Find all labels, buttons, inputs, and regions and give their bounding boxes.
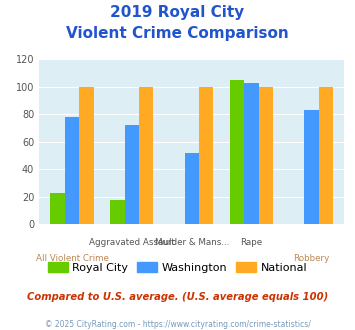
Bar [244,83,259,224]
Bar [304,110,318,224]
Bar [79,87,93,224]
Bar [185,153,199,224]
Text: Robbery: Robbery [293,254,329,263]
Text: Compared to U.S. average. (U.S. average equals 100): Compared to U.S. average. (U.S. average … [27,292,328,302]
Text: © 2025 CityRating.com - https://www.cityrating.com/crime-statistics/: © 2025 CityRating.com - https://www.city… [45,320,310,329]
Bar [259,87,273,224]
Bar [139,87,153,224]
Bar [65,117,79,224]
Bar [125,125,139,224]
Bar [318,87,333,224]
Text: All Violent Crime: All Violent Crime [36,254,108,263]
Bar [110,200,125,224]
Text: 2019 Royal City: 2019 Royal City [110,5,245,20]
Text: Violent Crime Comparison: Violent Crime Comparison [66,26,289,41]
Text: Murder & Mans...: Murder & Mans... [154,238,229,247]
Legend: Royal City, Washington, National: Royal City, Washington, National [43,258,312,278]
Text: Rape: Rape [240,238,263,247]
Bar [230,80,244,224]
Bar [50,193,65,224]
Bar [199,87,213,224]
Text: Aggravated Assault: Aggravated Assault [89,238,175,247]
